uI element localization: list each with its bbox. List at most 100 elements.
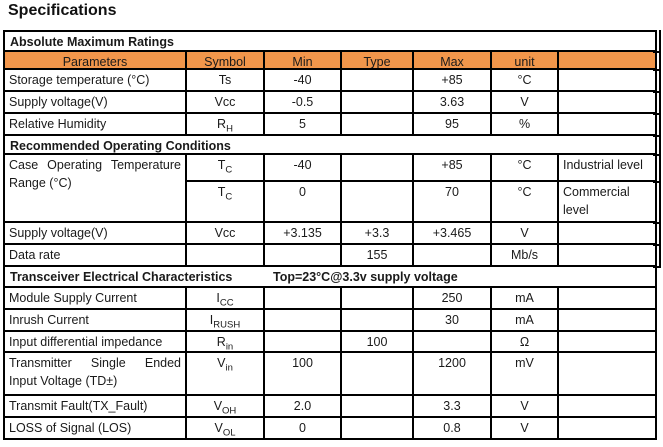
max-cell: 95 [414, 114, 490, 134]
param-cell: Transmitter Single Ended Input Voltage (… [5, 353, 185, 394]
type-cell [342, 155, 412, 180]
max-cell: 250 [414, 288, 490, 308]
unit-cell: % [492, 114, 557, 134]
column-header-min: Min [265, 52, 340, 68]
symbol-sub: OL [222, 427, 236, 438]
unit-cell: V [492, 396, 557, 416]
min-cell: -0.5 [265, 92, 340, 112]
param-cell: Module Supply Current [5, 288, 185, 308]
section-title: Recommended Operating Conditions [10, 139, 231, 153]
max-cell: 3.3 [414, 396, 490, 416]
symbol-cell: Vin [187, 353, 263, 394]
symbol-base: V [214, 421, 223, 435]
symbol-sub: in [225, 341, 234, 351]
max-cell: 3.63 [414, 92, 490, 112]
symbol-base: V [213, 399, 223, 413]
symbol-base: T [217, 185, 226, 199]
max-cell: 1200 [414, 353, 490, 394]
symbol-cell: Ts [187, 70, 263, 90]
min-cell: +3.135 [265, 223, 340, 243]
unit-cell: mA [492, 310, 557, 330]
min-cell [265, 245, 340, 265]
unit-cell: Ω [492, 332, 557, 351]
cutoff-table-edge-tick [653, 91, 661, 93]
symbol-base: I [209, 313, 214, 327]
specifications-table: Absolute Maximum Ratings Parameters Symb… [3, 30, 657, 440]
column-header-max: Max [414, 52, 490, 68]
note-cell: Commercial level [559, 182, 655, 221]
cutoff-table-edge-tick [653, 154, 661, 156]
symbol-cell [187, 245, 263, 265]
min-cell [265, 288, 340, 308]
symbol-base: I [216, 291, 220, 305]
type-cell [342, 92, 412, 112]
max-cell: 30 [414, 310, 490, 330]
section-header-absolute-maximum-ratings: Absolute Maximum Ratings [5, 32, 655, 50]
column-header-parameters: Parameters [5, 52, 185, 68]
section-title: Transceiver Electrical Characteristics [10, 270, 233, 284]
symbol-cell: ICC [187, 288, 263, 308]
param-line1: Transmitter Single Ended [9, 356, 181, 370]
param-cell: Supply voltage(V) [5, 92, 185, 112]
min-cell: 100 [265, 353, 340, 394]
symbol-sub: OH [222, 405, 237, 416]
symbol-cell: IRUSH [187, 310, 263, 330]
param-cell: Inrush Current [5, 310, 185, 330]
unit-cell: V [492, 223, 557, 243]
column-header-unit: unit [492, 52, 557, 68]
type-cell [342, 182, 412, 221]
symbol-cell: VOL [187, 418, 263, 438]
max-cell: +3.465 [414, 223, 490, 243]
symbol-sub: RUSH [213, 319, 241, 330]
cutoff-table-edge-tick [653, 69, 661, 71]
cutoff-table-edge-tick [653, 244, 661, 246]
param-cell: Transmit Fault(TX_Fault) [5, 396, 185, 416]
max-cell [414, 245, 490, 265]
cutoff-table-edge-tick [653, 135, 661, 137]
note-cell [559, 114, 655, 134]
param-line1: Case Operating Temperature [9, 158, 181, 172]
cutoff-table-edge-tick [653, 113, 661, 115]
symbol-base: Vcc [214, 95, 236, 109]
type-cell [342, 114, 412, 134]
type-cell [342, 310, 412, 330]
symbol-cell: VOH [187, 396, 263, 416]
cutoff-table-edge-tick [653, 266, 661, 268]
note-cell [559, 396, 655, 416]
symbol-sub: in [225, 362, 233, 374]
symbol-cell: TC [187, 155, 263, 180]
note-cell [559, 332, 655, 351]
note-cell [559, 92, 655, 112]
note-cell [559, 310, 655, 330]
column-header-type: Type [342, 52, 412, 68]
max-cell: +85 [414, 70, 490, 90]
min-cell: -40 [265, 155, 340, 180]
column-header-note [559, 52, 655, 68]
type-cell: 100 [342, 332, 412, 351]
unit-cell: mA [492, 288, 557, 308]
param-line2: Range (°C) [9, 176, 72, 190]
min-cell: 5 [265, 114, 340, 134]
unit-cell: °C [492, 70, 557, 90]
section-header-recommended-operating-conditions: Recommended Operating Conditions [5, 136, 655, 153]
cutoff-table-edge-tick [653, 222, 661, 224]
param-cell: Input differential impedance [5, 332, 185, 351]
symbol-cell: Rin [187, 332, 263, 351]
unit-cell: V [492, 418, 557, 438]
unit-cell: °C [492, 155, 557, 180]
symbol-sub: CC [219, 297, 234, 308]
param-cell: Storage temperature (°C) [5, 70, 185, 90]
unit-cell: V [492, 92, 557, 112]
page-title: Specifications [8, 2, 117, 19]
param-cell: Relative Humidity [5, 114, 185, 134]
param-cell-merged: Case Operating Temperature Range (°C) [5, 155, 185, 221]
note-cell [559, 288, 655, 308]
symbol-base: T [217, 158, 226, 172]
note-cell [559, 223, 655, 243]
min-cell [265, 310, 340, 330]
type-cell [342, 396, 412, 416]
param-cell: Data rate [5, 245, 185, 265]
section-condition: Top=23°C@3.3v supply voltage [273, 270, 458, 284]
symbol-cell: Vcc [187, 223, 263, 243]
